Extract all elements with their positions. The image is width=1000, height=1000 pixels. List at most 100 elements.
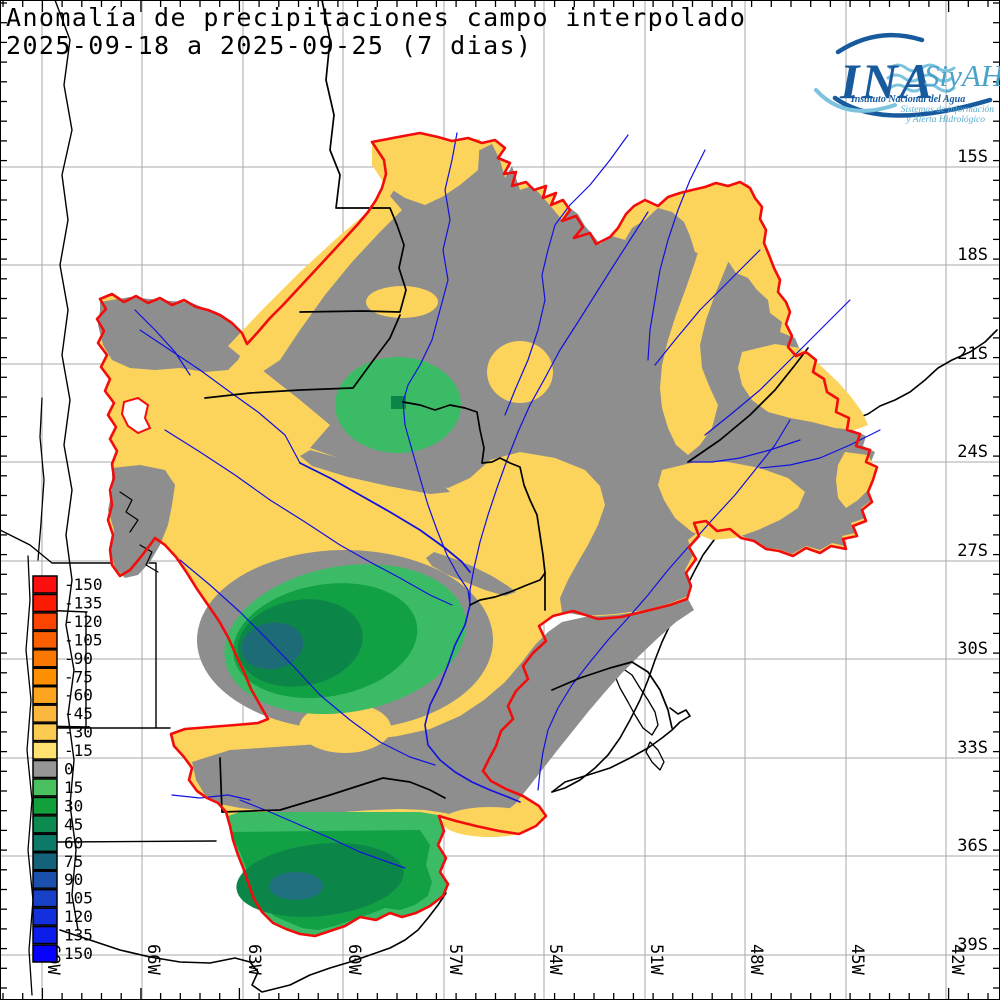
lon-label-54W: 54W bbox=[545, 944, 565, 975]
river-ne-2 bbox=[654, 249, 761, 366]
river-parana-upper bbox=[469, 211, 649, 606]
yellow-east-edge-patch bbox=[836, 452, 876, 508]
legend-value--150: -150 bbox=[64, 575, 103, 594]
gray-anomaly-nw-lobe bbox=[98, 297, 246, 372]
river-uruguay bbox=[537, 419, 791, 791]
legend-value-45: 45 bbox=[64, 815, 83, 834]
legend-swatch-150 bbox=[32, 944, 58, 963]
river-bermejo bbox=[299, 462, 471, 573]
river-network bbox=[134, 132, 881, 869]
river-iguazu bbox=[689, 439, 801, 463]
lon-label-45W: 45W bbox=[847, 944, 867, 975]
salt-flat-1 bbox=[119, 491, 139, 533]
yellow-nw-strip bbox=[228, 196, 402, 372]
gray-tongue-2 bbox=[485, 400, 553, 443]
legend-swatch-90 bbox=[32, 870, 58, 889]
legend-swatch-60 bbox=[32, 833, 58, 853]
lat-label-21S: 21S bbox=[957, 344, 988, 364]
legend-value-150: 150 bbox=[64, 944, 93, 963]
legend-swatch--90 bbox=[32, 649, 58, 668]
gray-anomaly-west-lobe bbox=[108, 465, 175, 578]
river-ne-1 bbox=[647, 149, 706, 361]
legend-swatch--150 bbox=[32, 575, 58, 594]
legend-swatch-105 bbox=[32, 888, 58, 908]
river-ba-2 bbox=[171, 794, 251, 801]
lat-label-18S: 18S bbox=[957, 245, 988, 265]
basin-anomaly-field bbox=[97, 133, 877, 936]
logo-tagline-1: Sistemas de información bbox=[901, 104, 995, 115]
lon-label-51W: 51W bbox=[646, 944, 666, 975]
legend-swatch--30 bbox=[32, 722, 58, 742]
lon-label-48W: 48W bbox=[746, 944, 766, 975]
legend-value--105: -105 bbox=[64, 630, 103, 649]
lon-label-63W: 63W bbox=[244, 944, 264, 975]
logo-product: SiyAH bbox=[924, 58, 1000, 93]
green-south-core bbox=[269, 872, 323, 900]
legend-value-60: 60 bbox=[64, 833, 83, 852]
legend-value--135: -135 bbox=[64, 593, 103, 612]
river-salado-norte bbox=[164, 429, 453, 606]
lon-label-66W: 66W bbox=[143, 944, 163, 975]
legend-value--30: -30 bbox=[64, 723, 93, 742]
yellow-estuary-lobe bbox=[442, 807, 538, 837]
legend-value-0: 0 bbox=[64, 760, 74, 779]
yellow-ellipse-b bbox=[487, 341, 553, 403]
river-pilcomayo bbox=[139, 329, 301, 464]
legend-value-105: 105 bbox=[64, 889, 93, 908]
lat-label-33S: 33S bbox=[957, 738, 988, 758]
border-bolivia-n bbox=[299, 0, 407, 313]
lat-label-39S: 39S bbox=[957, 935, 988, 955]
white-pocket-nw bbox=[120, 396, 152, 435]
river-nw-lobe bbox=[134, 309, 191, 376]
logo-waves-icon bbox=[886, 63, 956, 93]
legend-value-75: 75 bbox=[64, 852, 83, 871]
river-ne-4 bbox=[759, 429, 881, 469]
river-ne-3 bbox=[704, 299, 851, 436]
legend-value--45: -45 bbox=[64, 704, 93, 723]
gray-tongue-1 bbox=[300, 450, 450, 494]
border-ba-west bbox=[219, 757, 223, 813]
legend-swatch-30 bbox=[32, 796, 58, 816]
lat-label-30S: 30S bbox=[957, 639, 988, 659]
river-ba-1 bbox=[239, 799, 406, 869]
legend-swatch-75 bbox=[32, 852, 58, 871]
lagoon-mirim bbox=[645, 741, 665, 771]
gray-band-south-central bbox=[426, 552, 516, 596]
border-ba-north bbox=[221, 777, 446, 813]
lon-label-57W: 57W bbox=[445, 944, 465, 975]
legend-swatch--135 bbox=[32, 593, 58, 613]
logo-tagline-2: y Alerta Hidrológico bbox=[905, 115, 985, 125]
legend-value-15: 15 bbox=[64, 778, 83, 797]
river-paraguay bbox=[402, 132, 471, 606]
yellow-ne-snake bbox=[660, 184, 755, 455]
legend-swatch--120 bbox=[32, 612, 58, 631]
river-salado-sur bbox=[179, 559, 436, 766]
title-line-1: Anomalía de precipitaciones campo interp… bbox=[6, 3, 746, 32]
legend-value-120: 120 bbox=[64, 907, 93, 926]
lon-label-60W: 60W bbox=[344, 944, 364, 975]
legend-swatch--60 bbox=[32, 685, 58, 705]
border-brazil-uruguay bbox=[551, 661, 673, 729]
andes-border-line bbox=[54, 0, 79, 931]
green-blob-north-core bbox=[391, 396, 406, 409]
legend-swatch--45 bbox=[32, 704, 58, 723]
lat-label-27S: 27S bbox=[957, 541, 988, 561]
legend-value--90: -90 bbox=[64, 649, 93, 668]
legend-value--15: -15 bbox=[64, 741, 93, 760]
green-central-core bbox=[241, 622, 304, 670]
logo-bottom-arc bbox=[832, 95, 993, 118]
inner-political-borders bbox=[119, 0, 809, 813]
latitude-labels: 15S 18S 21S 24S 27S 30S 33S 36S 39S bbox=[957, 147, 988, 955]
logo-institute: Instituto Nacional del Agua bbox=[850, 94, 965, 105]
legend-value--60: -60 bbox=[64, 686, 93, 705]
logo-swoosh bbox=[814, 88, 897, 113]
lat-label-15S: 15S bbox=[957, 147, 988, 167]
chile-border-line bbox=[25, 397, 45, 996]
river-parana-lower bbox=[424, 604, 521, 803]
legend-swatch--75 bbox=[32, 667, 58, 686]
border-paraguay-sw bbox=[469, 572, 546, 606]
longitude-labels: 69W66W63W60W57W54W51W48W45W42W bbox=[43, 944, 967, 975]
